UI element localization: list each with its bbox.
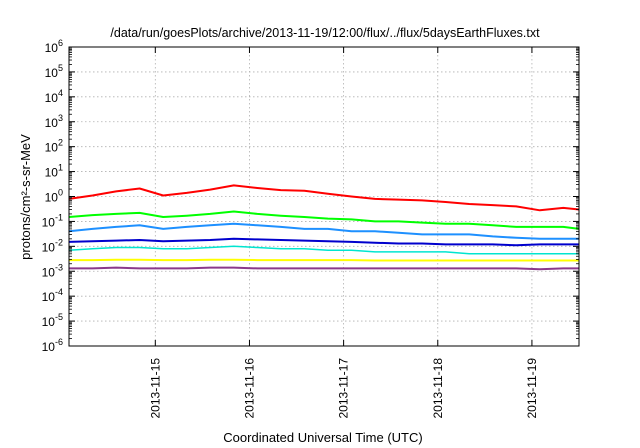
series-line-5 [68, 237, 579, 247]
y-tick-label: 10-5 [42, 312, 63, 329]
x-tick-label: 2013-11-17 [337, 358, 351, 419]
x-tick-label: 2013-11-16 [242, 358, 256, 419]
y-tick-label: 100 [45, 188, 63, 205]
y-tick-label: 10-1 [42, 212, 63, 229]
y-tick-label: 106 [45, 38, 63, 55]
y-tick-label: 105 [45, 63, 63, 80]
grid [69, 47, 579, 346]
y-tick-label: 101 [45, 163, 63, 180]
y-axis-label: protons/cm²-s-sr-MeV [18, 134, 33, 260]
series-line-3 [68, 222, 579, 240]
series-line-4 [68, 245, 579, 255]
y-tick-label: 10-6 [42, 337, 63, 354]
series-line-7 [69, 266, 579, 271]
series-group [68, 184, 580, 271]
x-tick-label: 2013-11-15 [148, 358, 162, 419]
y-tick-label: 102 [45, 138, 63, 155]
axes: 10-6 10-5 10-4 10-3 10-2 10-1 100 101 102 103 104 1… [42, 38, 579, 419]
x-tick-label: 2013-11-19 [525, 358, 539, 419]
series-line-1 [68, 184, 580, 212]
chart-title: /data/run/goesPlots/archive/2013-11-19/1… [110, 26, 540, 40]
y-tick-label: 10-3 [42, 262, 63, 279]
x-tick-label: 2013-11-18 [431, 358, 445, 419]
y-tick-label: 104 [45, 88, 63, 105]
series-line-6 [69, 258, 579, 262]
series-line-2 [68, 210, 580, 230]
y-tick-label: 10-4 [42, 287, 63, 304]
x-axis-label: Coordinated Universal Time (UTC) [223, 430, 422, 445]
y-tick-label: 103 [45, 113, 63, 130]
y-tick-label: 10-2 [42, 237, 63, 254]
